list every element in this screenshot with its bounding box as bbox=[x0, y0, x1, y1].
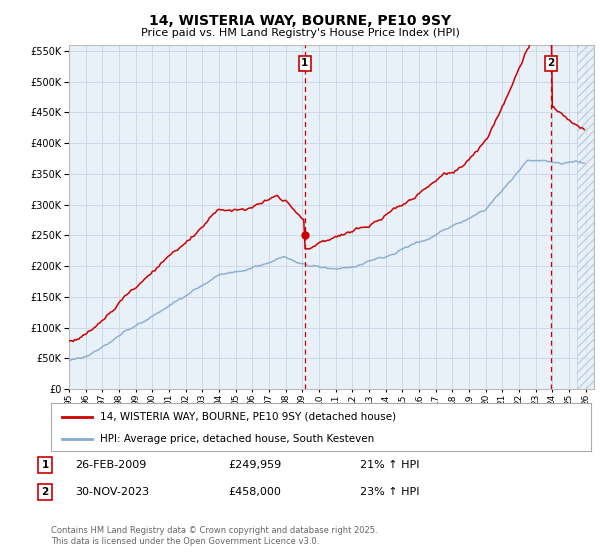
Text: 2: 2 bbox=[547, 58, 554, 68]
Bar bbox=[577, 45, 594, 389]
Text: 30-NOV-2023: 30-NOV-2023 bbox=[75, 487, 149, 497]
Text: £249,959: £249,959 bbox=[228, 460, 281, 470]
Text: 21% ↑ HPI: 21% ↑ HPI bbox=[360, 460, 419, 470]
Text: Price paid vs. HM Land Registry's House Price Index (HPI): Price paid vs. HM Land Registry's House … bbox=[140, 28, 460, 38]
Text: 23% ↑ HPI: 23% ↑ HPI bbox=[360, 487, 419, 497]
Text: £458,000: £458,000 bbox=[228, 487, 281, 497]
Text: 1: 1 bbox=[301, 58, 308, 68]
Text: 26-FEB-2009: 26-FEB-2009 bbox=[75, 460, 146, 470]
Text: HPI: Average price, detached house, South Kesteven: HPI: Average price, detached house, Sout… bbox=[100, 434, 374, 444]
Text: Contains HM Land Registry data © Crown copyright and database right 2025.
This d: Contains HM Land Registry data © Crown c… bbox=[51, 526, 377, 546]
Text: 1: 1 bbox=[41, 460, 49, 470]
Text: 14, WISTERIA WAY, BOURNE, PE10 9SY: 14, WISTERIA WAY, BOURNE, PE10 9SY bbox=[149, 14, 451, 28]
Text: 14, WISTERIA WAY, BOURNE, PE10 9SY (detached house): 14, WISTERIA WAY, BOURNE, PE10 9SY (deta… bbox=[100, 412, 396, 422]
Bar bbox=[577, 45, 594, 389]
Text: 2: 2 bbox=[41, 487, 49, 497]
